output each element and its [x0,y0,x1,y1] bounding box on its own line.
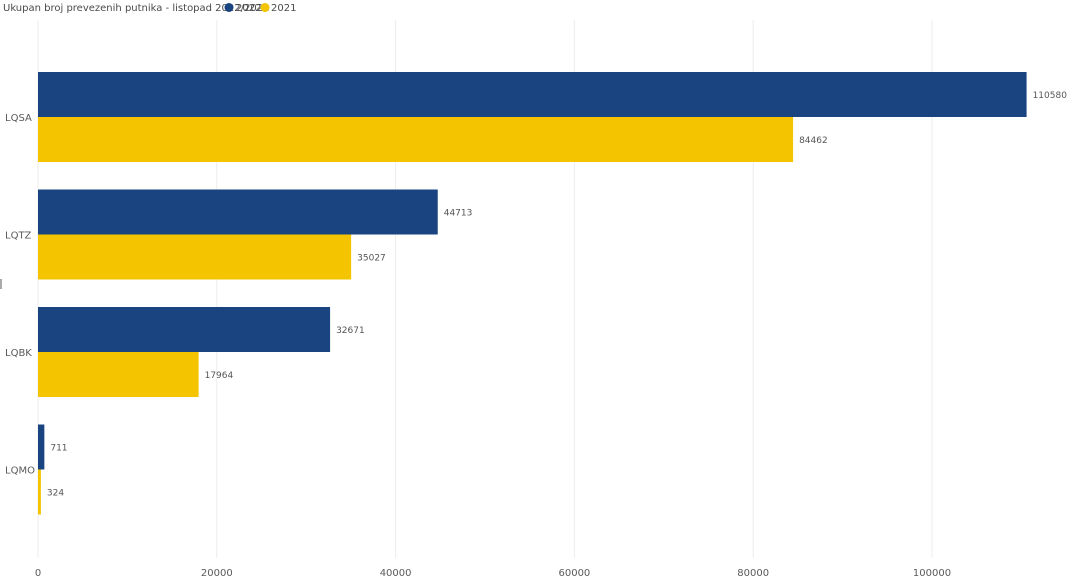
x-tick-label: 100000 [913,568,951,579]
data-label: 110580 [1033,91,1068,101]
data-label: 35027 [357,254,386,264]
bar-lqbk-2021 [38,352,199,397]
category-label: LQMO [5,466,35,477]
category-label: LQBK [5,348,32,359]
legend-label-2022: 2022 [236,3,261,14]
x-tick-label: 80000 [737,568,769,579]
value-axis: 0 20000 40000 60000 80000 100000 [35,568,951,579]
data-label: 711 [50,444,67,454]
bar-lqmo-2021 [38,469,41,515]
x-tick-label: 0 [35,568,41,579]
category-axis: LQSA LQTZ LQBK LQMO [5,113,35,477]
x-tick-label: 60000 [558,568,590,579]
bar-lqtz-2021 [38,234,352,280]
data-label: 84462 [799,136,828,146]
data-labels: 110580 84462 44713 35027 32671 17964 711 324 [47,91,1067,499]
x-tick-label: 20000 [201,568,233,579]
category-label: LQTZ [5,231,32,242]
legend[interactable]: 2022 2021 [224,3,297,14]
data-label: 32671 [336,326,365,336]
chart-title: Ukupan broj prevezenih putnika - listopa… [3,3,269,14]
bar-lqtz-2022 [38,189,438,235]
legend-marker-2022 [224,3,234,12]
category-label: LQSA [5,113,32,124]
bar-lqsa-2021 [38,117,794,162]
data-label: 324 [47,489,64,499]
legend-label-2021: 2021 [271,3,296,14]
bars [38,72,1027,515]
legend-marker-2021 [260,3,270,12]
data-label: 17964 [205,371,234,381]
x-tick-label: 40000 [380,568,412,579]
bar-lqsa-2022 [38,72,1027,117]
bar-lqbk-2022 [38,307,331,352]
bar-lqmo-2022 [38,424,45,470]
data-label: 44713 [444,209,473,219]
